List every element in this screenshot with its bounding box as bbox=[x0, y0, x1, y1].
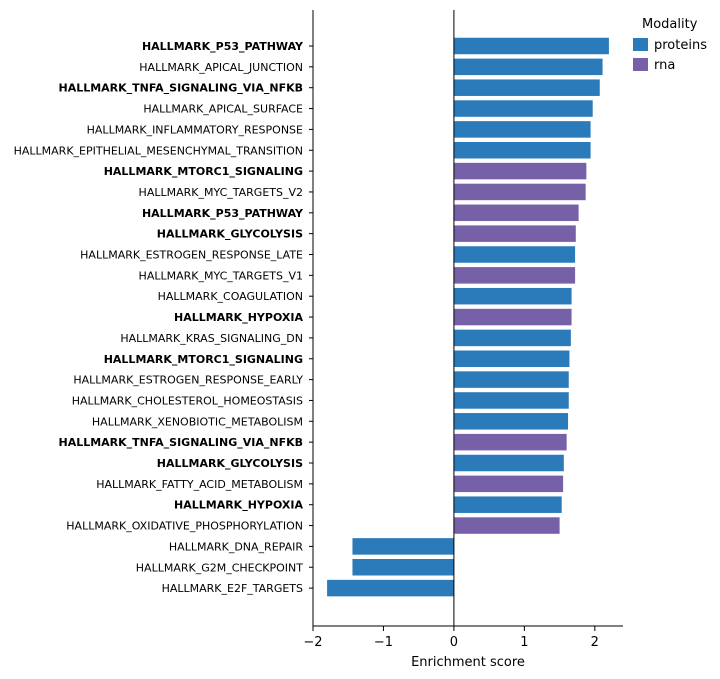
bar-8 bbox=[453, 183, 586, 201]
bar-22 bbox=[453, 475, 564, 493]
legend-label-proteins: proteins bbox=[654, 38, 707, 53]
y-tick-label: HALLMARK_G2M_CHECKPOINT bbox=[136, 561, 303, 574]
bar-13 bbox=[453, 287, 572, 305]
bar-6 bbox=[453, 142, 591, 159]
legend-swatch-rna bbox=[633, 58, 648, 71]
bar-4 bbox=[453, 100, 593, 117]
y-tick-label: HALLMARK_MTORC1_SIGNALING bbox=[104, 353, 303, 366]
bar-26 bbox=[352, 559, 454, 576]
legend-title: Modality bbox=[642, 17, 698, 32]
bar-14 bbox=[453, 308, 572, 326]
bar-15 bbox=[453, 329, 571, 347]
bar-19 bbox=[453, 413, 569, 430]
x-ticks: −2 −1 0 1 2 bbox=[303, 626, 599, 650]
y-tick-label: HALLMARK_GLYCOLYSIS bbox=[157, 228, 303, 241]
bar-16 bbox=[453, 350, 570, 367]
y-tick-label: HALLMARK_MYC_TARGETS_V1 bbox=[139, 269, 303, 282]
bar-group bbox=[327, 37, 609, 597]
bar-9 bbox=[453, 204, 579, 222]
bar-3 bbox=[453, 79, 600, 96]
y-tick-label: HALLMARK_OXIDATIVE_PHOSPHORYLATION bbox=[66, 520, 303, 533]
x-axis-label: Enrichment score bbox=[411, 655, 525, 670]
x-tick-label: 0 bbox=[450, 635, 458, 650]
y-tick-label: HALLMARK_TNFA_SIGNALING_VIA_NFKB bbox=[58, 436, 303, 449]
bar-7 bbox=[453, 162, 587, 180]
bar-12 bbox=[453, 267, 576, 284]
y-tick-label: HALLMARK_ESTROGEN_RESPONSE_LATE bbox=[80, 249, 303, 262]
y-tick-label: HALLMARK_EPITHELIAL_MESENCHYMAL_TRANSITI… bbox=[14, 144, 303, 157]
x-tick-label: −2 bbox=[303, 635, 322, 650]
y-tick-labels: HALLMARK_P53_PATHWAY HALLMARK_APICAL_JUNC… bbox=[14, 40, 313, 595]
y-tick-label: HALLMARK_GLYCOLYSIS bbox=[157, 457, 303, 470]
bar-17 bbox=[453, 371, 569, 388]
y-tick-label: HALLMARK_APICAL_SURFACE bbox=[143, 103, 303, 116]
y-tick-label: HALLMARK_HYPOXIA bbox=[174, 499, 303, 512]
bar-10 bbox=[453, 225, 576, 242]
y-tick-label: HALLMARK_COAGULATION bbox=[158, 290, 303, 303]
y-tick-label: HALLMARK_DNA_REPAIR bbox=[169, 540, 303, 553]
bar-2 bbox=[453, 58, 603, 76]
bar-24 bbox=[453, 517, 560, 534]
bar-5 bbox=[453, 121, 591, 138]
x-tick-label: 1 bbox=[520, 635, 528, 650]
y-tick-label: HALLMARK_TNFA_SIGNALING_VIA_NFKB bbox=[58, 82, 303, 95]
bar-25 bbox=[352, 538, 454, 555]
bar-27 bbox=[327, 579, 454, 597]
y-tick-label: HALLMARK_MYC_TARGETS_V2 bbox=[139, 186, 303, 199]
y-tick-label: HALLMARK_ESTROGEN_RESPONSE_EARLY bbox=[73, 374, 303, 387]
y-tick-label: HALLMARK_CHOLESTEROL_HOMEOSTASIS bbox=[72, 394, 303, 407]
y-tick-label: HALLMARK_MTORC1_SIGNALING bbox=[104, 165, 303, 178]
bar-1 bbox=[453, 37, 609, 55]
bar-11 bbox=[453, 246, 576, 263]
bar-20 bbox=[453, 433, 567, 451]
x-tick-label: 2 bbox=[591, 635, 599, 650]
legend-label-rna: rna bbox=[654, 58, 675, 73]
y-tick-label: HALLMARK_INFLAMMATORY_RESPONSE bbox=[87, 123, 303, 136]
legend: Modality proteins rna bbox=[633, 17, 707, 73]
y-tick-label: HALLMARK_FATTY_ACID_METABOLISM bbox=[96, 478, 303, 491]
x-tick-label: −1 bbox=[374, 635, 393, 650]
y-tick-label: HALLMARK_XENOBIOTIC_METABOLISM bbox=[92, 415, 303, 428]
bar-21 bbox=[453, 454, 564, 472]
y-tick-label: HALLMARK_E2F_TARGETS bbox=[162, 582, 303, 595]
bar-18 bbox=[453, 392, 569, 409]
legend-swatch-proteins bbox=[633, 38, 648, 51]
y-tick-label: HALLMARK_KRAS_SIGNALING_DN bbox=[120, 332, 303, 345]
y-tick-label: HALLMARK_P53_PATHWAY bbox=[142, 40, 304, 53]
y-tick-label: HALLMARK_HYPOXIA bbox=[174, 311, 303, 324]
y-tick-label: HALLMARK_P53_PATHWAY bbox=[142, 207, 304, 220]
axes bbox=[312, 10, 623, 627]
bar-23 bbox=[453, 496, 562, 513]
y-tick-label: HALLMARK_APICAL_JUNCTION bbox=[139, 61, 303, 74]
